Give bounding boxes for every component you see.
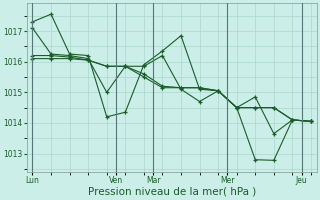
X-axis label: Pression niveau de la mer( hPa ): Pression niveau de la mer( hPa ) [88, 187, 256, 197]
